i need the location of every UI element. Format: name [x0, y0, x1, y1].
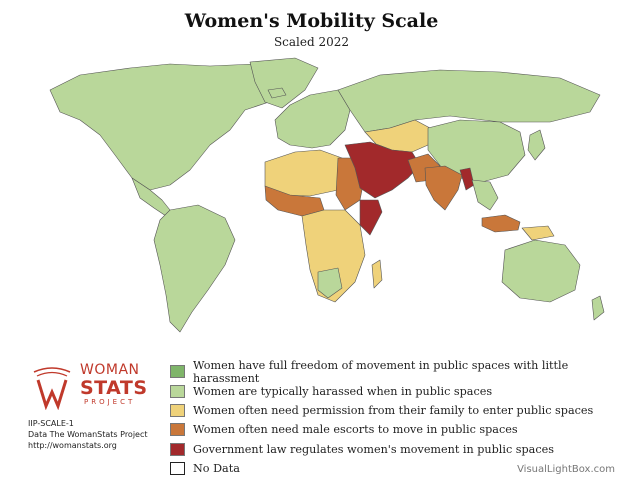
logo-emblem-icon	[33, 367, 71, 410]
legend-swatch-6	[170, 462, 185, 476]
region-iceland	[267, 87, 287, 99]
region-south-africa	[317, 267, 343, 299]
legend-swatch-1	[170, 365, 185, 379]
legend-label-5: Government law regulates women's movemen…	[193, 442, 554, 456]
logo-text-stats: STATS	[80, 377, 148, 399]
region-china	[427, 119, 526, 183]
region-middle-east	[344, 141, 421, 199]
legend-label-2: Women are typically harassed when in pub…	[193, 384, 493, 398]
region-madagascar	[371, 259, 383, 289]
logo-text-project: PROJECT	[84, 398, 136, 406]
region-indonesia	[481, 214, 521, 233]
map-subtitle: Scaled 2022	[273, 35, 350, 49]
logo-text-woman: WOMAN	[80, 362, 140, 378]
legend-label-1: Women have full freedom of movement in p…	[193, 358, 569, 385]
region-greenland	[249, 57, 319, 109]
legend-swatch-5	[170, 442, 185, 456]
region-new-zealand	[591, 295, 605, 321]
meta-url: http://womanstats.org	[28, 441, 117, 450]
region-europe	[274, 89, 351, 149]
region-japan	[527, 129, 546, 161]
region-indonesia-east	[521, 225, 555, 241]
credit-text: VisualLightBox.com	[517, 464, 615, 475]
region-north-america	[49, 63, 291, 191]
region-india	[424, 165, 463, 211]
legend-item-3: Women often need permission from their f…	[170, 401, 615, 420]
region-horn-africa	[359, 199, 383, 236]
legend-label-6: No Data	[193, 462, 240, 476]
meta-code: IIP-SCALE-1	[28, 419, 74, 428]
legend-swatch-2	[170, 384, 185, 398]
legend-label-4: Women often need male escorts to move in…	[193, 423, 518, 437]
legend-item-1: Women have full freedom of movement in p…	[170, 359, 615, 385]
womanstats-logo: WOMAN STATS PROJECT	[28, 362, 148, 412]
map-title: Women's Mobility Scale	[184, 10, 439, 32]
legend-swatch-3	[170, 403, 185, 417]
region-southeast-asia	[471, 179, 499, 211]
legend-label-3: Women often need permission from their f…	[193, 403, 594, 417]
region-south-america	[153, 204, 236, 333]
legend-swatch-4	[170, 423, 185, 437]
legend-item-6: No Data	[170, 459, 615, 478]
legend-item-5: Government law regulates women's movemen…	[170, 440, 615, 459]
legend-item-4: Women often need male escorts to move in…	[170, 420, 615, 439]
legend-item-2: Women are typically harassed when in pub…	[170, 381, 615, 400]
region-australia	[501, 239, 581, 303]
world-map	[20, 50, 620, 350]
meta-source: Data The WomanStats Project	[28, 430, 148, 439]
world-map-svg	[49, 57, 605, 333]
map-legend: Women have full freedom of movement in p…	[170, 359, 615, 478]
map-metadata: IIP-SCALE-1 Data The WomanStats Project …	[28, 418, 148, 451]
